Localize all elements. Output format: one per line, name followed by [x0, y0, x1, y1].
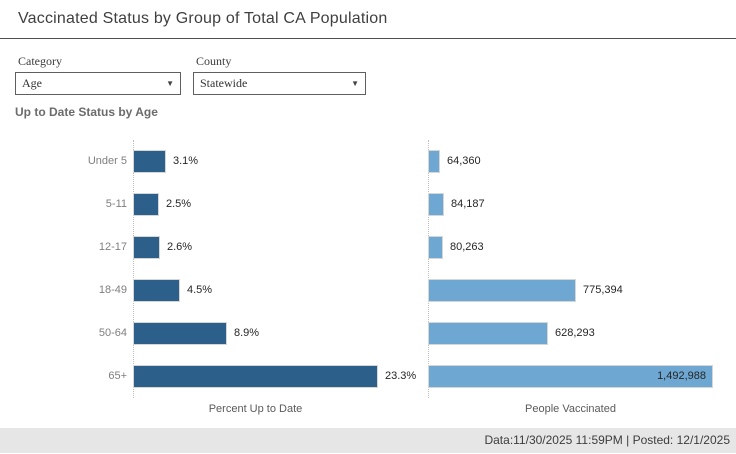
category-label: 5-11 [105, 198, 127, 210]
category-label: Under 5 [87, 155, 127, 167]
people-bar-under-5[interactable] [428, 150, 440, 173]
chevron-down-icon: ▼ [351, 79, 359, 88]
value-label: 64,360 [447, 155, 481, 167]
value-label: 775,394 [583, 284, 623, 296]
chart-title: Up to Date Status by Age [15, 105, 158, 119]
category-label: 65+ [108, 370, 127, 382]
people-axis-baseline [428, 140, 429, 398]
county-filter: County Statewide ▼ [193, 54, 366, 95]
chart-row-under-5: Under 5 3.1% 64,360 [0, 140, 736, 183]
value-label: 84,187 [451, 198, 485, 210]
percent-axis-baseline [133, 140, 134, 398]
category-label: 18-49 [98, 284, 127, 296]
title-divider [0, 38, 736, 39]
value-label: 628,293 [555, 327, 595, 339]
people-bar-5-11[interactable] [428, 193, 444, 216]
value-label: 4.5% [187, 284, 213, 296]
people-bar-65-[interactable] [428, 365, 713, 388]
chart-row-12-17: 12-17 2.6% 80,263 [0, 226, 736, 269]
chart-row-18-49: 18-49 4.5% 775,394 [0, 269, 736, 312]
value-label: 80,263 [450, 241, 484, 253]
county-filter-label: County [196, 54, 232, 68]
value-label: 2.5% [166, 198, 192, 210]
category-filter-label: Category [18, 54, 62, 68]
value-label: 23.3% [385, 370, 417, 382]
data-timestamp: Data:11/30/2025 11:59PM | Posted: 12/1/2… [484, 433, 730, 447]
percent-bar-5-11[interactable] [133, 193, 159, 216]
county-select-value: Statewide [200, 76, 248, 90]
percent-bar-under-5[interactable] [133, 150, 166, 173]
percent-bar-12-17[interactable] [133, 236, 160, 259]
percent-bar-50-64[interactable] [133, 322, 227, 345]
category-label: 12-17 [98, 241, 127, 253]
category-select[interactable]: Age ▼ [15, 72, 181, 95]
category-label: 50-64 [98, 327, 127, 339]
value-label: 8.9% [234, 327, 260, 339]
percent-bar-65-[interactable] [133, 365, 378, 388]
chart-row-50-64: 50-64 8.9% 628,293 [0, 312, 736, 355]
value-label: 1,492,988 [657, 370, 706, 382]
chart-row-5-11: 5-11 2.5% 84,187 [0, 183, 736, 226]
people-bar-50-64[interactable] [428, 322, 548, 345]
percent-axis-title: Percent Up to Date [208, 403, 303, 415]
chart-row-65-: 65+ 23.3% 1,492,988 [0, 355, 736, 398]
status-bar: Data:11/30/2025 11:59PM | Posted: 12/1/2… [0, 428, 736, 453]
percent-bar-18-49[interactable] [133, 279, 180, 302]
chevron-down-icon: ▼ [166, 79, 174, 88]
people-bar-18-49[interactable] [428, 279, 576, 302]
category-filter: Category Age ▼ [15, 54, 181, 95]
value-label: 3.1% [173, 155, 199, 167]
people-axis-title: People Vaccinated [525, 403, 616, 415]
people-bar-12-17[interactable] [428, 236, 443, 259]
county-select[interactable]: Statewide ▼ [193, 72, 366, 95]
category-select-value: Age [22, 76, 42, 90]
page-title: Vaccinated Status by Group of Total CA P… [18, 10, 388, 27]
value-label: 2.6% [167, 241, 193, 253]
